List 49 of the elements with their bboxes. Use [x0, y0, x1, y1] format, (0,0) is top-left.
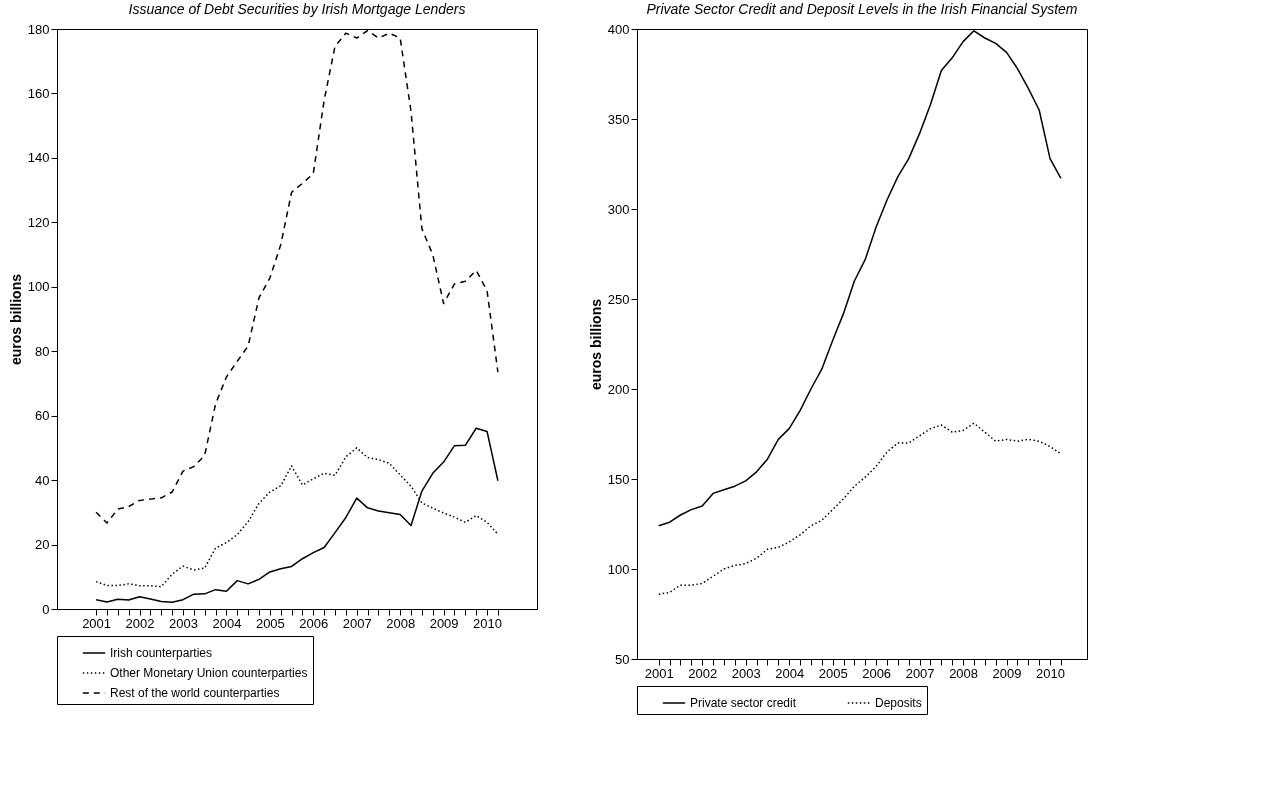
y-tick-label: 100	[27, 279, 50, 295]
x-tick-label: 2005	[818, 665, 848, 681]
y-tick-label: 120	[27, 214, 50, 230]
y-tick-label: 300	[607, 201, 630, 217]
line-series	[657, 422, 1062, 595]
x-tick-label: 2008	[949, 665, 979, 681]
y-tick-label: 180	[27, 21, 50, 37]
x-tick-label: 2002	[125, 615, 155, 631]
x-tick-label: 2006	[862, 665, 892, 681]
y-tick-label: 160	[27, 85, 50, 101]
y-tick-label: 60	[35, 408, 50, 424]
legend-label: Other Monetary Union counterparties	[110, 666, 308, 680]
y-tick-label: 200	[607, 381, 630, 397]
x-tick-label: 2005	[255, 615, 285, 631]
x-tick-label: 2004	[212, 615, 242, 631]
y-tick-label: 100	[607, 561, 630, 577]
x-tick-label: 2008	[386, 615, 416, 631]
y-tick-label: 250	[607, 291, 630, 307]
y-tick-label: 0	[42, 601, 50, 617]
line-series	[95, 427, 499, 603]
y-tick-label: 50	[615, 651, 630, 667]
legend-label: Deposits	[875, 696, 922, 710]
x-tick-label: 2010	[473, 615, 503, 631]
x-tick-label: 2003	[731, 665, 761, 681]
x-tick-label: 2006	[299, 615, 329, 631]
y-tick-label: 40	[35, 472, 50, 488]
x-tick-label: 2003	[169, 615, 198, 631]
x-tick-label: 2002	[688, 665, 718, 681]
legend-label: Irish counterparties	[110, 646, 213, 660]
y-axis-title: euros billions	[7, 273, 24, 366]
y-tick-label: 20	[35, 537, 50, 553]
y-axis-title: euros billions	[587, 298, 604, 391]
x-tick-label: 2010	[1036, 665, 1065, 681]
x-tick-label: 2001	[82, 615, 112, 631]
y-tick-label: 350	[607, 111, 630, 127]
y-tick-label: 80	[35, 343, 50, 359]
chart-title: Issuance of Debt Securities by Irish Mortgage Lenders	[128, 1, 466, 17]
x-tick-label: 2001	[644, 665, 674, 681]
legend-label: Rest of the world counterparties	[110, 686, 280, 700]
y-tick-label: 140	[27, 150, 50, 166]
chart-title: Private Sector Credit and Deposit Levels in the Irish Financial System	[646, 1, 1078, 17]
x-tick-label: 2007	[905, 665, 935, 681]
y-tick-label: 150	[607, 471, 630, 487]
legend-label: Private sector credit	[690, 696, 797, 710]
y-tick-label: 400	[607, 21, 630, 37]
x-tick-label: 2009	[429, 615, 459, 631]
x-tick-label: 2007	[342, 615, 372, 631]
x-tick-label: 2004	[775, 665, 805, 681]
x-tick-label: 2009	[992, 665, 1022, 681]
